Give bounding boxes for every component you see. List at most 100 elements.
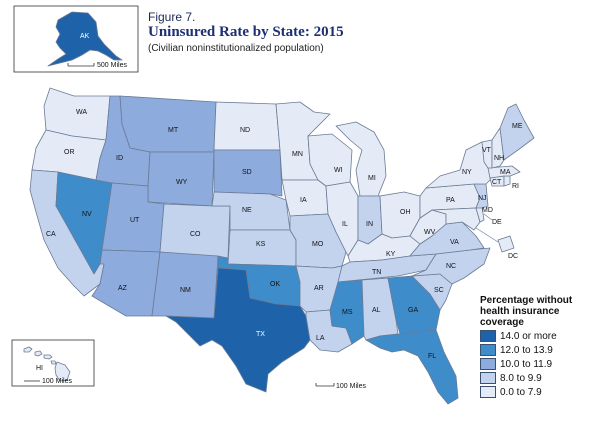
alaska-scale-label: 500 Miles bbox=[97, 62, 127, 69]
state-AZ[interactable] bbox=[91, 249, 161, 317]
state-RI[interactable] bbox=[503, 175, 511, 187]
state-label-TX: TX bbox=[256, 331, 265, 338]
state-label-AK: AK bbox=[80, 33, 90, 40]
state-label-WY: WY bbox=[176, 179, 188, 186]
state-HI-4[interactable] bbox=[50, 360, 57, 365]
state-HI-5[interactable] bbox=[54, 361, 71, 382]
page-title: Uninsured Rate by State: 2015 bbox=[148, 24, 344, 40]
state-label-FL: FL bbox=[428, 353, 436, 360]
hawaii-scale-bar: 100 Miles bbox=[24, 378, 72, 385]
alaska-inset: 500 Miles bbox=[13, 5, 139, 73]
figure-number: Figure 7. bbox=[148, 10, 196, 24]
state-CO[interactable] bbox=[159, 203, 231, 259]
state-label-CO: CO bbox=[190, 231, 201, 238]
state-label-NJ: NJ bbox=[478, 195, 487, 202]
state-HI-3[interactable] bbox=[43, 354, 53, 360]
hawaii-scale-label: 100 Miles bbox=[42, 378, 72, 385]
state-label-HI: HI bbox=[36, 365, 43, 372]
state-label-UT: UT bbox=[130, 217, 140, 224]
legend-title-line: Percentage without bbox=[480, 295, 573, 306]
state-label-ND: ND bbox=[240, 127, 250, 134]
legend-item: 14.0 or more bbox=[480, 330, 592, 342]
state-HI-2[interactable] bbox=[34, 350, 43, 357]
state-label-TN: TN bbox=[372, 269, 381, 276]
state-label-VA: VA bbox=[450, 239, 459, 246]
legend-swatch bbox=[480, 386, 496, 398]
state-label-MS: MS bbox=[342, 309, 353, 316]
state-VT[interactable] bbox=[481, 139, 493, 169]
legend-label: 10.0 to 11.9 bbox=[500, 358, 553, 370]
mainland-scale-label: 100 Miles bbox=[336, 383, 366, 390]
legend-label: 8.0 to 9.9 bbox=[500, 372, 542, 384]
legend-title-line: coverage bbox=[480, 317, 524, 328]
state-label-OR: OR bbox=[64, 149, 75, 156]
legend-swatch bbox=[480, 330, 496, 342]
state-label-NY: NY bbox=[462, 169, 472, 176]
state-SD[interactable] bbox=[213, 149, 283, 197]
state-label-AL: AL bbox=[372, 307, 381, 314]
mainland-scale-bar: 100 Miles bbox=[315, 383, 366, 390]
state-label-SD: SD bbox=[242, 169, 252, 176]
state-label-RI: RI bbox=[512, 183, 519, 190]
state-label-SC: SC bbox=[434, 287, 444, 294]
dc-leader-line bbox=[475, 227, 499, 243]
state-HI-1[interactable] bbox=[23, 346, 33, 353]
state-WY[interactable] bbox=[147, 151, 215, 207]
state-MA[interactable] bbox=[487, 165, 521, 179]
state-label-GA: GA bbox=[408, 307, 418, 314]
state-label-PA: PA bbox=[446, 197, 455, 204]
state-ME[interactable] bbox=[499, 103, 535, 161]
alaska-scale-bar: 500 Miles bbox=[67, 62, 127, 69]
state-MT[interactable] bbox=[119, 95, 217, 153]
hawaii-inset: HI 100 Miles bbox=[11, 339, 95, 387]
mainland-states bbox=[29, 87, 535, 405]
state-label-CA: CA bbox=[46, 231, 56, 238]
subtitle: (Civilian noninstitutionalized populatio… bbox=[148, 43, 324, 54]
state-ND[interactable] bbox=[213, 101, 281, 151]
state-label-VT: VT bbox=[482, 147, 492, 154]
state-label-KS: KS bbox=[256, 241, 266, 248]
legend-title: Percentage without health insurance cove… bbox=[480, 295, 592, 328]
state-label-MT: MT bbox=[168, 127, 179, 134]
state-label-WA: WA bbox=[76, 109, 87, 116]
state-label-ME: ME bbox=[512, 123, 523, 130]
state-label-MD: MD bbox=[482, 207, 493, 214]
legend-title-line: health insurance bbox=[480, 306, 560, 317]
legend-item: 0.0 to 7.9 bbox=[480, 386, 592, 398]
state-label-LA: LA bbox=[316, 335, 325, 342]
state-label-ID: ID bbox=[116, 155, 123, 162]
state-label-NM: NM bbox=[180, 287, 191, 294]
state-label-AR: AR bbox=[314, 285, 324, 292]
state-label-NV: NV bbox=[82, 211, 92, 218]
state-label-WI: WI bbox=[334, 167, 343, 174]
state-label-OH: OH bbox=[400, 209, 411, 216]
state-NM[interactable] bbox=[151, 251, 219, 319]
state-label-MN: MN bbox=[292, 151, 303, 158]
state-label-IN: IN bbox=[366, 221, 373, 228]
state-label-CT: CT bbox=[492, 179, 502, 186]
state-label-KY: KY bbox=[386, 251, 396, 258]
legend: Percentage without health insurance cove… bbox=[480, 295, 592, 398]
state-label-MA: MA bbox=[500, 169, 511, 176]
state-label-WV: WV bbox=[424, 229, 436, 236]
legend-item: 12.0 to 13.9 bbox=[480, 344, 592, 356]
legend-swatch bbox=[480, 358, 496, 370]
legend-swatch bbox=[480, 344, 496, 356]
state-label-DC: DC bbox=[508, 253, 518, 260]
state-TX[interactable] bbox=[165, 267, 311, 393]
state-AK[interactable] bbox=[47, 11, 123, 67]
state-DC[interactable] bbox=[497, 235, 515, 253]
state-label-IL: IL bbox=[342, 221, 348, 228]
state-label-NE: NE bbox=[242, 207, 252, 214]
legend-item: 10.0 to 11.9 bbox=[480, 358, 592, 370]
state-label-NC: NC bbox=[446, 263, 456, 270]
legend-swatch bbox=[480, 372, 496, 384]
state-label-MO: MO bbox=[312, 241, 324, 248]
state-label-IA: IA bbox=[300, 197, 307, 204]
state-label-OK: OK bbox=[270, 281, 280, 288]
state-label-AZ: AZ bbox=[118, 285, 128, 292]
state-FL[interactable] bbox=[365, 329, 459, 405]
state-KS[interactable] bbox=[227, 229, 297, 267]
legend-label: 0.0 to 7.9 bbox=[500, 386, 542, 398]
